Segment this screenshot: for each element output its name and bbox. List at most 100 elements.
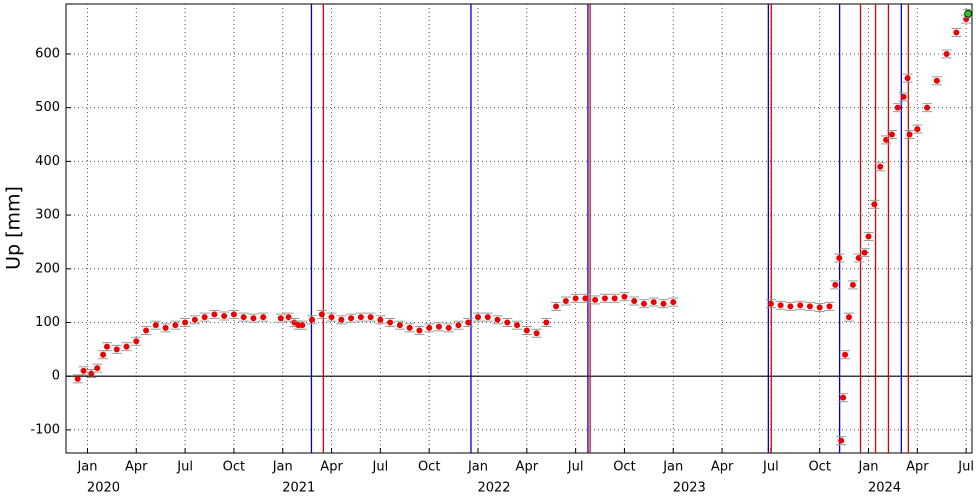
data-point [650, 299, 657, 306]
data-point [883, 136, 890, 143]
data-point [900, 93, 907, 100]
data-point [445, 324, 452, 331]
data-point [318, 311, 325, 318]
year-label: 2024 [868, 481, 901, 496]
data-point [80, 367, 87, 374]
x-tick-label: Apr [906, 460, 929, 475]
x-tick-label: Jan [272, 460, 293, 475]
data-point [845, 314, 852, 321]
x-tick-label: Apr [711, 460, 734, 475]
y-tick-label: 400 [35, 154, 60, 169]
data-point [806, 303, 813, 310]
y-tick-label: -100 [30, 422, 60, 437]
data-point [474, 314, 481, 321]
x-tick-label: Jul [762, 460, 779, 475]
data-point [240, 314, 247, 321]
data-point [484, 314, 491, 321]
data-point [221, 313, 228, 320]
data-point [387, 319, 394, 326]
x-tick-label: Apr [516, 460, 539, 475]
x-tick-label: Apr [320, 460, 343, 475]
data-point [201, 314, 208, 321]
data-point [787, 303, 794, 310]
data-point [533, 330, 540, 337]
plot-frame [65, 3, 973, 454]
data-point [777, 302, 784, 309]
data-point [504, 319, 511, 326]
data-point [250, 315, 257, 322]
data-point [172, 322, 179, 329]
data-point [640, 300, 647, 307]
data-point [670, 299, 677, 306]
data-point [582, 295, 589, 302]
data-point [514, 322, 521, 329]
x-tick-label: Oct [613, 460, 635, 475]
y-tick-label: 100 [35, 315, 60, 330]
data-point [230, 311, 237, 318]
data-point [277, 315, 284, 322]
data-point [338, 316, 345, 323]
data-point [572, 295, 579, 302]
data-point [865, 233, 872, 240]
data-point [162, 324, 169, 331]
data-point [933, 77, 940, 84]
year-label: 2023 [673, 481, 706, 496]
year-label: 2022 [477, 481, 510, 496]
data-point [826, 303, 833, 310]
data-point [861, 249, 868, 256]
data-point [553, 303, 560, 310]
data-point [767, 300, 774, 307]
data-point [888, 131, 895, 138]
y-tick-label: 200 [35, 261, 60, 276]
data-point [842, 351, 849, 358]
data-point [396, 322, 403, 329]
x-tick-label: Jan [76, 460, 97, 475]
data-point [465, 319, 472, 326]
data-point [133, 338, 140, 345]
data-point [906, 131, 913, 138]
x-tick-label: Apr [125, 460, 148, 475]
data-point [74, 375, 81, 382]
data-point [611, 295, 618, 302]
data-point [914, 126, 921, 133]
data-point [94, 365, 101, 372]
data-point [832, 281, 839, 288]
data-point [562, 298, 569, 305]
y-axis-label: Up [mm] [3, 186, 25, 270]
data-point [494, 316, 501, 323]
data-point [631, 298, 638, 305]
x-tick-label: Jul [957, 460, 974, 475]
data-point [367, 314, 374, 321]
data-point [100, 351, 107, 358]
data-point [797, 302, 804, 309]
data-point [838, 437, 845, 444]
data-point [894, 104, 901, 111]
data-point [904, 75, 911, 82]
x-tick-label: Oct [418, 460, 440, 475]
data-point [377, 316, 384, 323]
data-point [660, 300, 667, 307]
data-point [191, 316, 198, 323]
data-point [416, 327, 423, 334]
data-point [309, 316, 316, 323]
data-point [260, 314, 267, 321]
data-point [871, 201, 878, 208]
data-point [88, 370, 95, 377]
data-point [877, 163, 884, 170]
data-point [435, 323, 442, 330]
data-point [123, 343, 130, 350]
x-tick-label: Jul [372, 460, 389, 475]
data-point [182, 319, 189, 326]
data-point [113, 346, 120, 353]
y-tick-label: 300 [35, 208, 60, 223]
data-point [601, 295, 608, 302]
x-tick-label: Jul [567, 460, 584, 475]
data-point [455, 322, 462, 329]
x-tick-label: Oct [808, 460, 830, 475]
data-point [840, 394, 847, 401]
x-tick-label: Jan [467, 460, 488, 475]
data-point [855, 255, 862, 262]
x-tick-label: Jan [857, 460, 878, 475]
y-tick-label: 600 [35, 46, 60, 61]
